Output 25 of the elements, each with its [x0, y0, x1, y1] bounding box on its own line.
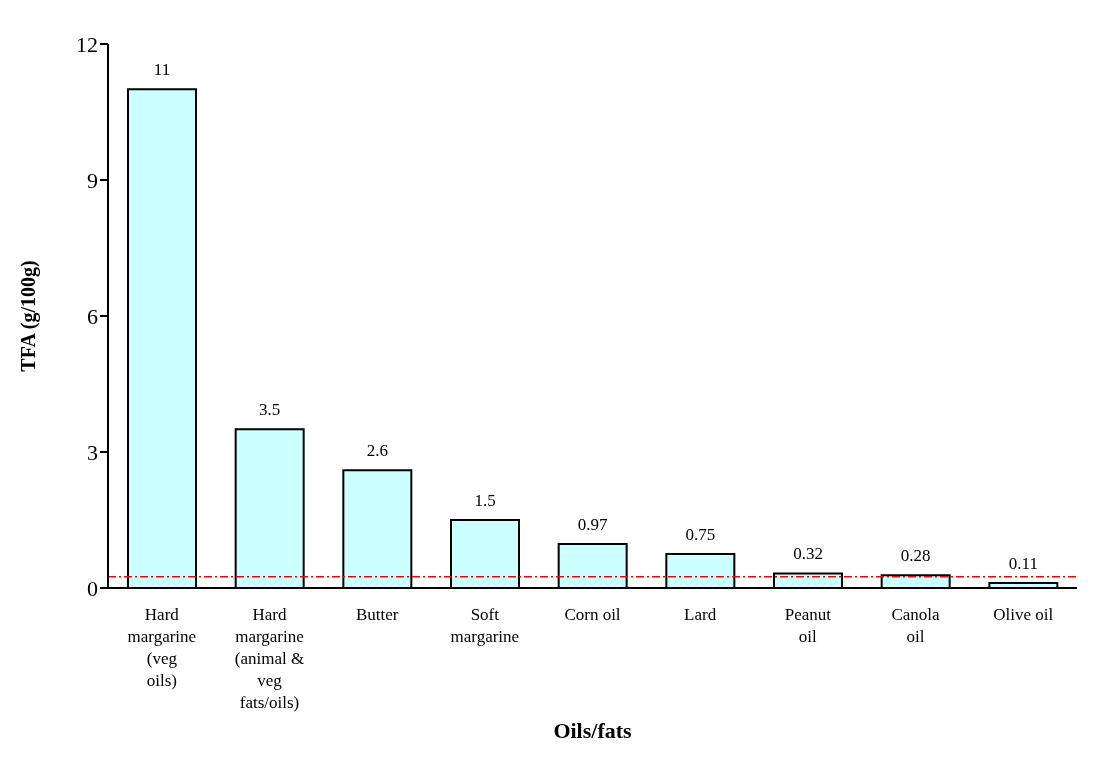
y-tick-label: 3 [87, 439, 98, 465]
x-axis-title: Oils/fats [553, 718, 633, 743]
x-tick-label: Lard [684, 605, 717, 624]
y-tick-label: 0 [87, 575, 98, 601]
x-tick-label: Butter [355, 605, 399, 624]
x-tick-label: Canola oil [891, 605, 941, 646]
data-label: 3.5 [259, 400, 281, 420]
data-label: 11 [153, 60, 171, 80]
data-label: 2.6 [366, 441, 388, 461]
y-axis-title: TFA (g/100g) [17, 260, 41, 372]
y-tick-label: 6 [87, 303, 98, 329]
x-tick-label: Hard margarine (veg oils) [127, 605, 197, 690]
x-tick-label: Hard margarine (animal & veg fats/oils) [234, 605, 305, 712]
data-label: 0.11 [1008, 554, 1038, 574]
data-label: 0.28 [900, 546, 931, 566]
y-tick-label: 9 [87, 167, 98, 193]
x-tick-label: Peanut oil [784, 605, 832, 646]
data-label: 0.32 [793, 544, 823, 564]
data-label: 0.97 [577, 515, 609, 535]
x-tick-label: Soft margarine [450, 605, 520, 646]
y-tick-label: 12 [76, 31, 98, 57]
data-label: 0.75 [685, 525, 716, 544]
x-tick-label: Olive oil [993, 605, 1054, 624]
data-label: 1.5 [474, 491, 496, 510]
x-tick-label: Corn oil [564, 605, 621, 624]
